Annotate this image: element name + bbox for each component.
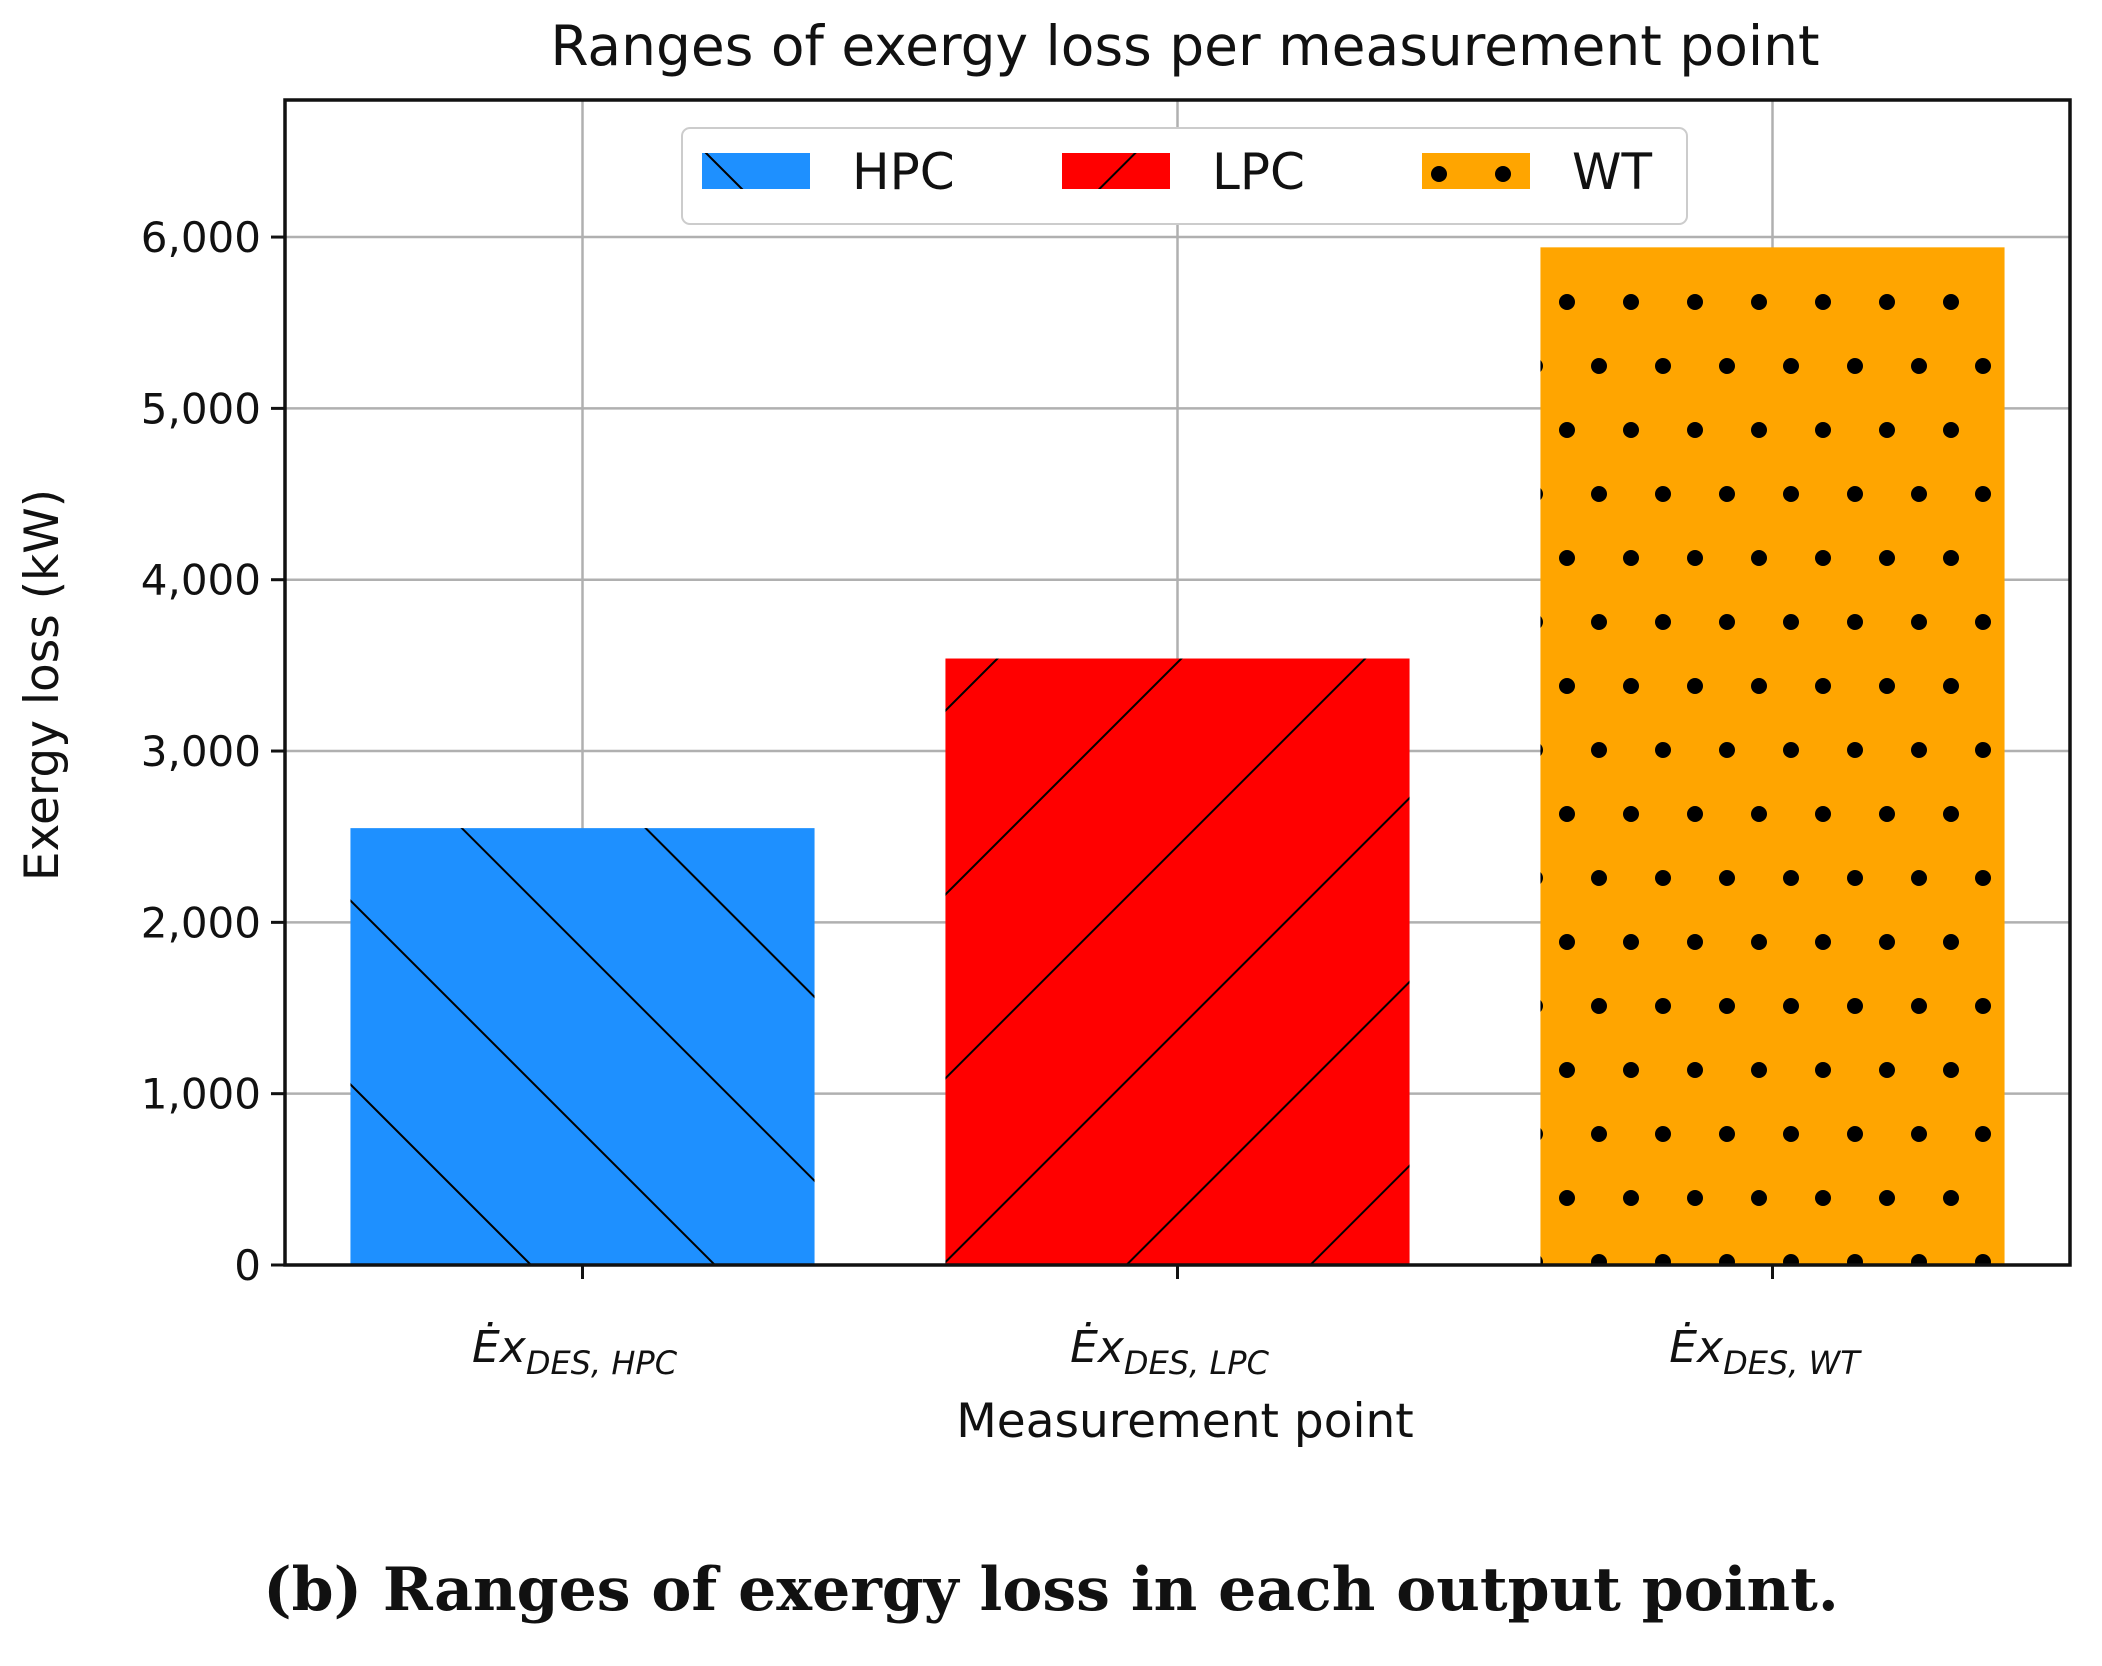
y-tick-label: 0 [234, 1241, 261, 1290]
y-tick-label: 3,000 [141, 727, 261, 776]
y-axis-label: Exergy loss (kW) [15, 489, 70, 881]
x-axis: ĖxDES, HPC ĖxDES, LPC ĖxDES, WT [472, 1265, 1862, 1382]
bar-hatch-wt [1540, 247, 2005, 1265]
y-tick-label: 4,000 [141, 556, 261, 605]
legend-label-lpc: LPC [1212, 143, 1305, 201]
legend-swatch-hatch [702, 153, 810, 189]
legend-label-wt: WT [1572, 143, 1652, 201]
legend-swatch-hatch [1422, 153, 1530, 189]
legend-box [681, 127, 1688, 225]
y-tick-label: 1,000 [141, 1070, 261, 1119]
y-axis: 0 1,000 2,000 3,000 4,000 5,000 6,000 [141, 213, 285, 1290]
chart-title: Ranges of exergy loss per measurement po… [550, 14, 1819, 78]
y-tick-label: 6,000 [141, 213, 261, 262]
figure-caption: (b) Ranges of exergy loss in each output… [263, 1555, 1839, 1625]
bar-hatch-lpc [945, 658, 1410, 1265]
legend-swatch-hatch [1062, 153, 1170, 189]
y-tick-label: 5,000 [141, 384, 261, 433]
x-tick-label: ĖxDES, HPC [472, 1321, 678, 1382]
y-tick-label: 2,000 [141, 898, 261, 947]
x-axis-label: Measurement point [956, 1394, 1413, 1449]
bar-hatch-hpc [350, 828, 815, 1265]
bars [350, 247, 2005, 1265]
x-tick-label: ĖxDES, WT [1669, 1321, 1862, 1382]
legend-label-hpc: HPC [852, 143, 955, 201]
x-tick-label: ĖxDES, LPC [1070, 1321, 1269, 1382]
legend: HPC LPC WT [681, 127, 1688, 225]
